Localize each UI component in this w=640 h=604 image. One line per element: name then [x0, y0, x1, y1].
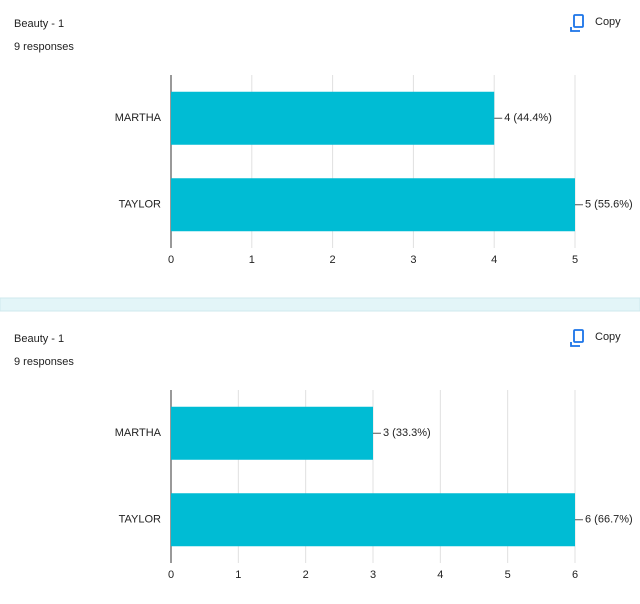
card-separator [0, 297, 640, 312]
question-title: Beauty - 1 [14, 18, 64, 30]
x-tick-label: 6 [572, 569, 578, 581]
x-tick-label: 0 [168, 254, 174, 266]
copy-button[interactable]: Copy [595, 331, 621, 343]
bar [171, 493, 575, 547]
copy-icon[interactable] [570, 342, 580, 347]
value-label: 4 (44.4%) [504, 112, 552, 124]
bar [171, 91, 495, 145]
x-tick-label: 1 [249, 254, 255, 266]
response-count: 9 responses [14, 356, 74, 368]
x-tick-label: 5 [505, 569, 511, 581]
copy-icon[interactable] [573, 329, 584, 343]
x-tick-label: 4 [437, 569, 443, 581]
copy-icon[interactable] [570, 27, 580, 32]
copy-button[interactable]: Copy [595, 16, 621, 28]
x-tick-label: 1 [235, 569, 241, 581]
x-tick-label: 4 [491, 254, 497, 266]
response-count: 9 responses [14, 41, 74, 53]
category-label: MARTHA [115, 112, 162, 124]
x-tick-label: 0 [168, 569, 174, 581]
bar [171, 406, 373, 460]
bar [171, 178, 575, 232]
category-label: TAYLOR [119, 514, 161, 526]
question-title: Beauty - 1 [14, 333, 64, 345]
x-tick-label: 2 [303, 569, 309, 581]
x-tick-label: 3 [370, 569, 376, 581]
category-label: TAYLOR [119, 199, 161, 211]
copy-icon[interactable] [573, 14, 584, 28]
value-label: 5 (55.6%) [585, 199, 633, 211]
x-tick-label: 3 [410, 254, 416, 266]
x-tick-label: 2 [330, 254, 336, 266]
value-label: 3 (33.3%) [383, 427, 431, 439]
x-tick-label: 5 [572, 254, 578, 266]
value-label: 6 (66.7%) [585, 514, 633, 526]
category-label: MARTHA [115, 427, 162, 439]
